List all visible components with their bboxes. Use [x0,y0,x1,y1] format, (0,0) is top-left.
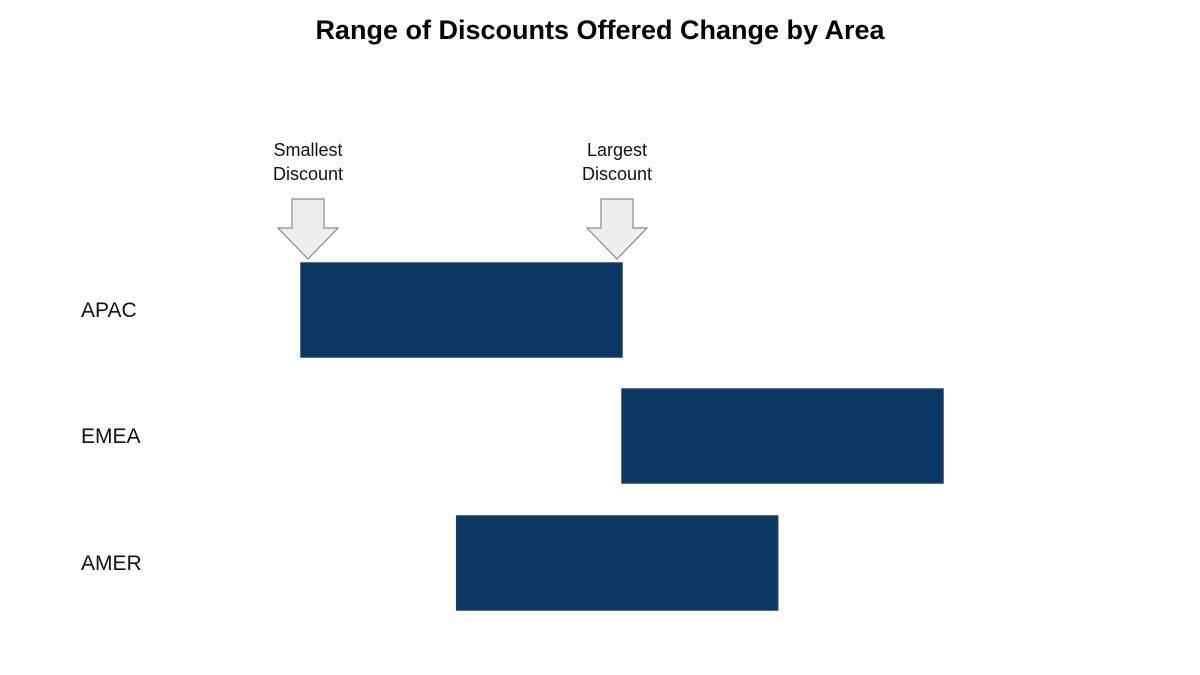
category-label-apac: APAC [81,299,137,322]
largest-annotation-line-2: Discount [582,164,652,184]
bar-amer [455,515,779,611]
smallest-discount-annotation: Smallest Discount [273,140,343,260]
category-label-emea: EMEA [81,425,141,448]
down-arrow-icon [585,198,649,260]
down-arrow-icon [276,198,340,260]
chart-title: Range of Discounts Offered Change by Are… [315,15,885,45]
smallest-annotation-line-1: Smallest [273,140,342,160]
bar-emea [621,388,944,484]
bar-apac [300,262,623,358]
range-bars [300,262,944,611]
largest-annotation-line-1: Largest [587,140,647,160]
smallest-annotation-line-2: Discount [273,164,343,184]
category-labels: APAC EMEA AMER [81,299,142,575]
annotations: Smallest Discount Largest Discount [273,140,652,260]
largest-discount-annotation: Largest Discount [582,140,652,260]
category-label-amer: AMER [81,552,142,575]
